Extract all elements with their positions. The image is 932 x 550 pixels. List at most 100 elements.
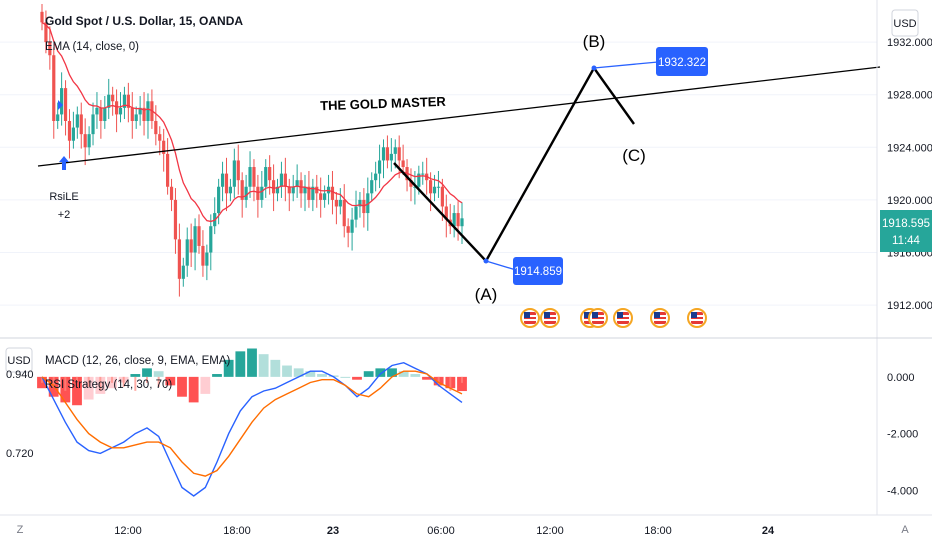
candle-body [138, 107, 142, 115]
price-a-callout[interactable] [513, 257, 563, 285]
macd-hist-bar [177, 376, 187, 397]
macd-axis[interactable]: 0.000 -2.000 -4.000 [887, 372, 918, 497]
macd-legend[interactable]: MACD (12, 26, close, 9, EMA, EMA) [45, 355, 231, 367]
rsi-mark [64, 376, 67, 391]
flag-stripe [544, 319, 556, 321]
macd-tick-label: -2.000 [887, 429, 918, 441]
flag-canton [524, 312, 530, 318]
candle-body [236, 160, 240, 181]
blue-marker-icon [58, 100, 63, 110]
candle-body [248, 167, 252, 187]
candle-body [118, 107, 123, 115]
candle-body [358, 199, 362, 207]
currency-badge-text: USD [893, 18, 916, 30]
time-axis[interactable]: 12:00 18:00 23 06:00 12:00 18:00 24 Z A [0, 514, 932, 537]
candle-body [130, 107, 134, 121]
macd-hist-bar [375, 368, 386, 377]
candle-body [283, 173, 287, 187]
trendline[interactable] [37, 66, 881, 167]
us-flag-icon [650, 308, 670, 328]
time-tick-label: 12:00 [536, 525, 564, 537]
auto-scale-button[interactable]: A [901, 524, 909, 536]
time-tick-label: 12:00 [114, 525, 142, 537]
macd-tick-label: -4.000 [887, 485, 918, 497]
flag-canton [654, 312, 660, 318]
candle-body [154, 120, 158, 135]
candle-body [107, 94, 111, 108]
macd-hist-bar [212, 374, 222, 377]
macd-left-value-top: 0.940 [6, 369, 34, 381]
macd-hist-bar [153, 371, 164, 377]
candle-body [428, 180, 433, 194]
candle-body [166, 153, 170, 187]
flag-canton [592, 312, 598, 318]
candle-body [452, 213, 456, 227]
macd-pane[interactable]: USD 0.940 0.720 MACD (12, 26, close, 9, … [5, 347, 918, 497]
candle-body [385, 147, 390, 161]
macd-hist-bar [317, 374, 327, 377]
flag-stripe [654, 319, 666, 321]
flag-stripe [617, 319, 629, 321]
wave-b-point[interactable] [591, 65, 597, 71]
ema-legend[interactable]: EMA (14, close, 0) [45, 41, 139, 53]
candle-body [232, 160, 236, 187]
signal-line [41, 370, 463, 477]
candle-body [224, 173, 229, 194]
wave-abc-line[interactable] [393, 65, 635, 264]
candle-body [271, 180, 276, 194]
candle-body [440, 186, 444, 207]
rsi-strategy-marks [41, 376, 463, 391]
candle-body [307, 186, 311, 200]
price-axis[interactable]: 1912.0001916.0001920.0001924.0001928.000… [876, 0, 932, 515]
candle-body [189, 239, 193, 253]
flag-canton [544, 312, 550, 318]
candle-body [268, 167, 272, 181]
time-tick-label: 18:00 [223, 525, 251, 537]
candle-body [228, 186, 233, 194]
rsi-mark [87, 376, 90, 387]
economic-events [520, 308, 707, 328]
wave-a-point[interactable] [483, 258, 489, 264]
candle-body [185, 239, 189, 266]
candle-body [48, 42, 52, 56]
candle-body [264, 167, 268, 187]
time-tick-label: 23 [327, 525, 339, 537]
candle-body [342, 199, 346, 227]
price-b-text: 1932.322 [658, 57, 706, 69]
price-tick-label: 1912.000 [887, 300, 932, 312]
symbol-title[interactable]: Gold Spot / U.S. Dollar, 15, OANDA [45, 14, 243, 28]
rsi-legend[interactable]: RSI Strategy (14, 30, 70) [45, 379, 172, 391]
candle-body [460, 218, 464, 227]
candle-body [87, 134, 91, 148]
macd-hist-bar [200, 376, 211, 394]
macd-hist-bar [398, 371, 409, 377]
candle-body [63, 88, 68, 121]
candle-body [162, 140, 166, 154]
currency-badge[interactable] [891, 9, 919, 37]
headline-text: THE GOLD MASTER [320, 94, 447, 113]
candle-body [44, 22, 48, 43]
macd-hist-bar [363, 371, 374, 377]
macd-currency-text: USD [7, 355, 30, 367]
left-scale-button[interactable]: Z [17, 524, 24, 536]
candle-body [99, 107, 103, 121]
candle-body [319, 193, 323, 200]
price-pane[interactable]: 1914.859 1932.322 (A) (B) (C) THE GOLD M… [0, 0, 881, 328]
candle-body [291, 186, 295, 194]
candle-body [122, 94, 127, 108]
candle-body [91, 114, 95, 135]
candle-body [177, 239, 181, 279]
macd-hist-bar [282, 365, 292, 377]
candle-body [295, 180, 299, 187]
macd-hist-bar [247, 348, 257, 377]
macd-hist-bar [83, 376, 94, 400]
macd-hist-bar [422, 376, 432, 380]
candle-body [370, 180, 374, 194]
candle-body [146, 101, 150, 121]
price-b-callout[interactable] [656, 47, 708, 76]
candle-body [303, 186, 307, 194]
buy-signal-arrow-icon[interactable] [59, 156, 69, 170]
macd-currency-badge[interactable] [5, 347, 33, 373]
price-tick-label: 1932.000 [887, 37, 932, 49]
candle-body [40, 11, 44, 23]
